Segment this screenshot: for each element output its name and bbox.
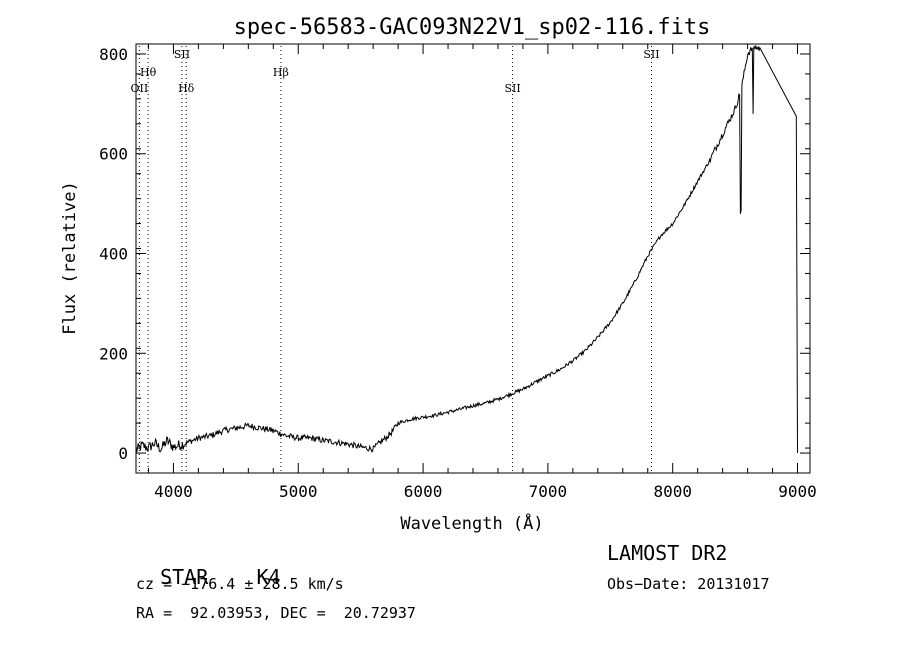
y-tick-label-0: 0 bbox=[118, 444, 128, 463]
x-tick-label-2: 6000 bbox=[404, 482, 443, 501]
line-label-4: Hβ bbox=[273, 66, 289, 79]
chart-title: spec-56583-GAC093N22V1_sp02-116.fits bbox=[234, 15, 711, 40]
plot-frame bbox=[135, 43, 811, 474]
y-tick-label-1: 200 bbox=[99, 344, 128, 363]
subclass-label: K4 bbox=[256, 565, 281, 589]
emission-line-labels: OII Hθ SII Hδ Hβ SII SII bbox=[131, 48, 660, 95]
coordinates-text: RA = 92.03953, DEC = 20.72937 bbox=[136, 604, 416, 622]
x-tick-label-1: 5000 bbox=[279, 482, 318, 501]
x-tick-label-4: 8000 bbox=[653, 482, 692, 501]
y-axis-label: Flux (relative) bbox=[60, 181, 80, 335]
x-axis-ticks: 4000 5000 6000 7000 8000 9000 bbox=[147, 44, 817, 501]
obs-date-text: Obs−Date: 20131017 bbox=[607, 575, 770, 593]
object-class: STAR K4 bbox=[136, 541, 281, 589]
line-label-1: Hθ bbox=[140, 66, 157, 79]
spectrum-line bbox=[135, 45, 798, 454]
survey-label: LAMOST DR2 bbox=[607, 541, 728, 565]
x-tick-label-5: 9000 bbox=[778, 482, 817, 501]
line-label-3: Hδ bbox=[178, 82, 195, 95]
class-label: STAR bbox=[160, 565, 209, 589]
y-tick-label-4: 800 bbox=[99, 45, 128, 64]
y-axis-ticks: 0 200 400 600 800 bbox=[99, 45, 810, 474]
x-axis-label: Wavelength (Å) bbox=[400, 512, 543, 534]
line-label-6: SII bbox=[643, 48, 659, 61]
line-label-2: SII bbox=[174, 48, 190, 61]
line-label-0: OII bbox=[131, 82, 149, 95]
y-tick-label-3: 600 bbox=[99, 145, 128, 164]
y-tick-label-2: 400 bbox=[99, 245, 128, 264]
x-tick-label-3: 7000 bbox=[529, 482, 568, 501]
x-tick-label-0: 4000 bbox=[154, 482, 193, 501]
line-label-5: SII bbox=[504, 82, 520, 95]
emission-line-markers bbox=[138, 46, 652, 473]
velocity-text: cz = −176.4 ± 28.5 km/s bbox=[136, 575, 344, 593]
